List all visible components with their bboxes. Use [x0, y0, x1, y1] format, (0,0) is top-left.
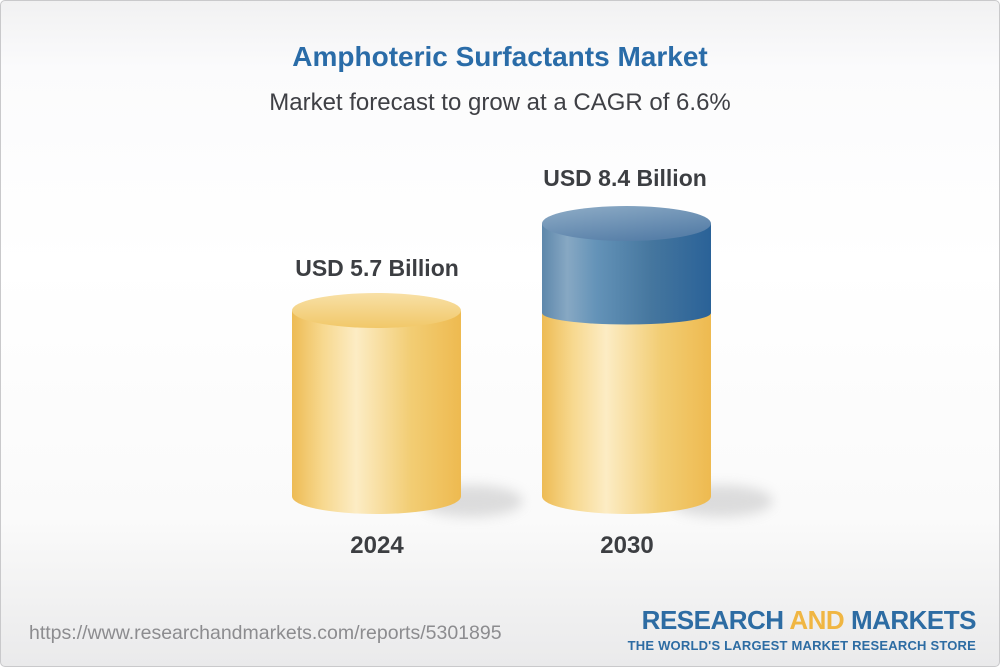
logo-word-and: AND: [789, 605, 845, 635]
axis-label-2024: 2024: [350, 532, 404, 559]
page-title: Amphoteric Surfactants Market: [292, 41, 708, 72]
brand-logo: RESEARCH AND MARKETS THE WORLD'S LARGEST…: [627, 605, 977, 653]
logo-word-markets: MARKETS: [850, 605, 977, 635]
header: Amphoteric Surfactants Market Market for…: [1, 41, 999, 117]
brand-logo-wordmark: RESEARCH AND MARKETS: [628, 605, 977, 636]
value-label-2030: USD 8.4 Billion: [543, 165, 707, 191]
subtitle: Market forecast to grow at a CAGR of 6.6…: [269, 89, 731, 116]
axis-label-2030: 2030: [600, 532, 654, 559]
value-label-2024: USD 5.7 Billion: [295, 255, 459, 281]
brand-logo-tagline: THE WORLD'S LARGEST MARKET RESEARCH STOR…: [627, 638, 976, 653]
report-url-link[interactable]: https://www.researchandmarkets.com/repor…: [29, 622, 502, 644]
logo-word-research: RESEARCH: [641, 605, 784, 635]
bar-2030-base-body: [542, 301, 711, 514]
bar-2030-growth-body: [542, 223, 711, 325]
bar-2030-top: [542, 206, 711, 241]
bar-2024-top: [292, 293, 461, 328]
bar-2024-body: [292, 311, 461, 514]
